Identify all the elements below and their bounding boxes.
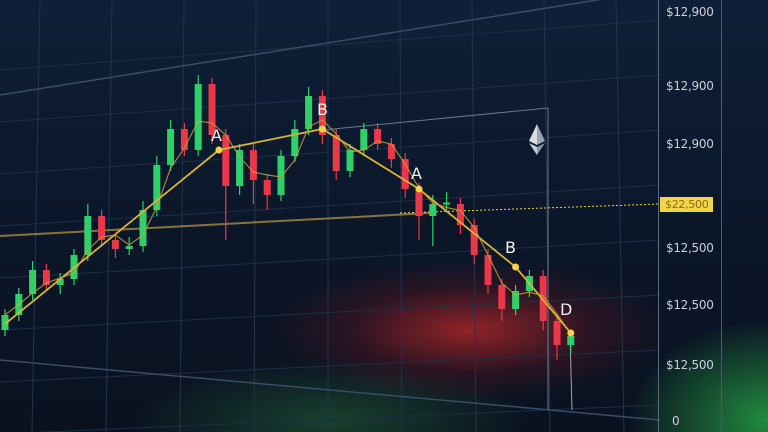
grid-line [0, 74, 661, 123]
candle-body [194, 84, 202, 150]
candle-body [346, 150, 354, 171]
pattern-point [215, 146, 223, 154]
candle-body [180, 129, 188, 150]
candle-body [567, 336, 575, 345]
candle-body [470, 225, 478, 255]
y-tick-label: 0 [672, 414, 680, 428]
y-tick-label: $12,900 [666, 5, 714, 19]
grid-line [0, 294, 661, 331]
pattern-box [322, 107, 549, 410]
candle-body [98, 216, 106, 240]
candle-body [29, 270, 37, 294]
y-tick-label: $12,500 [666, 241, 714, 255]
pattern-line [4, 128, 572, 334]
candle-body [401, 159, 409, 189]
pattern-label: A [211, 126, 222, 145]
candle-body [415, 189, 423, 216]
candle-body [429, 204, 437, 216]
pattern-point [318, 125, 326, 133]
grid-line [543, 0, 551, 432]
pattern-label: B [505, 238, 516, 257]
grid-line [0, 19, 661, 71]
pattern-label: D [560, 300, 573, 319]
grid-line [0, 239, 661, 279]
candle-body [332, 135, 340, 171]
moving-average-line [4, 119, 572, 335]
candle-body [208, 84, 216, 135]
candle-body [42, 270, 50, 285]
candle-body [111, 240, 119, 249]
grid-line [179, 0, 185, 432]
trend-line [0, 212, 431, 237]
candle-body [56, 279, 64, 285]
pattern-label: A [411, 164, 422, 183]
pattern-point [567, 329, 575, 337]
candle-body [153, 165, 161, 210]
ethereum-icon [529, 124, 545, 155]
candle-body [277, 156, 285, 195]
candle-body [1, 315, 9, 330]
grid-line [253, 0, 257, 432]
candle-body [553, 321, 561, 345]
grid-line [615, 0, 625, 432]
y-tick-label: $12,900 [666, 79, 714, 93]
candle-body [318, 96, 326, 135]
candle-body [456, 204, 464, 225]
time-axis-line [0, 0, 602, 96]
grid-line [34, 404, 661, 432]
candle-body [291, 129, 299, 156]
candle-body [387, 144, 395, 159]
pattern-label: B [317, 100, 328, 119]
grid-line [0, 129, 661, 175]
candle-body [167, 129, 175, 165]
grid-line [0, 184, 661, 227]
candle-body [222, 135, 230, 186]
candle-body [125, 246, 133, 249]
candle-body [84, 216, 92, 255]
candle-body [443, 202, 451, 205]
candle-body [498, 285, 506, 309]
candle-body [139, 210, 147, 246]
grid-line [0, 349, 661, 383]
candle-body [539, 276, 547, 321]
highlight-level-line [399, 203, 661, 214]
candle-body [305, 96, 313, 129]
grid-line [105, 0, 113, 432]
y-tick-label: $12,900 [666, 137, 714, 151]
candle-body [360, 129, 368, 150]
candle-body [374, 129, 382, 144]
price-axis [658, 0, 722, 432]
highlight-price-label: $22,500 [660, 197, 714, 212]
candle-body [484, 255, 492, 285]
y-tick-label: $12,500 [666, 358, 714, 372]
grid-line [399, 0, 403, 432]
pattern-point [415, 185, 423, 193]
grid-line [31, 0, 41, 432]
candle-body [263, 180, 271, 195]
grid-line [471, 0, 477, 432]
y-tick-label: $12,500 [666, 298, 714, 312]
candle-body [249, 150, 257, 180]
time-axis-line [0, 359, 661, 421]
pattern-point [512, 263, 520, 271]
candle-body [512, 291, 520, 309]
candle-body [236, 150, 244, 186]
